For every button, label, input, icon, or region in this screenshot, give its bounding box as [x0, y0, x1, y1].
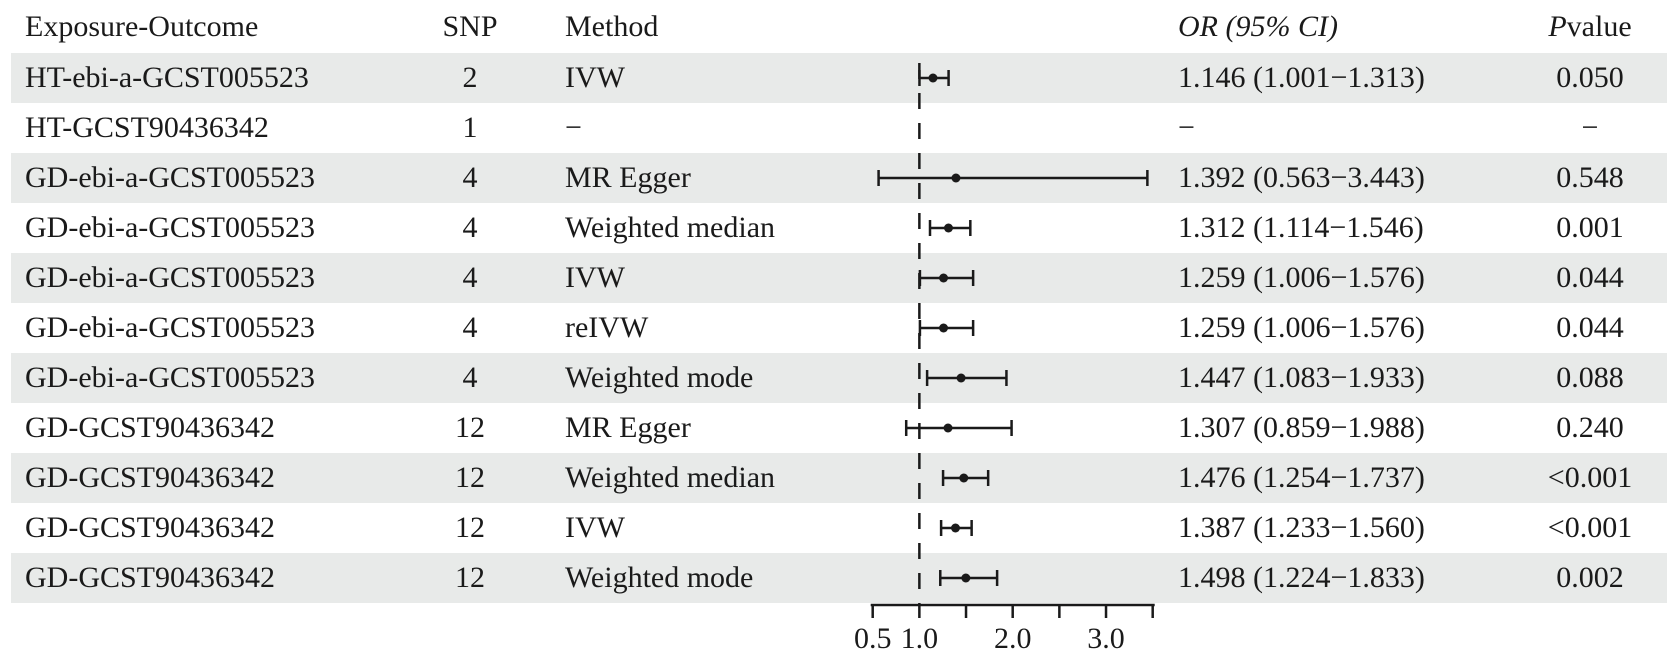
- axis-tick-label: 0.5: [854, 622, 892, 655]
- exposure-outcome-cell: HT-GCST90436342: [25, 111, 269, 144]
- table-header-row: Exposure-Outcome SNP Method OR (95% CI) …: [11, 0, 1667, 53]
- header-exposure-outcome: Exposure-Outcome: [25, 9, 259, 43]
- p-value-cell: 0.044: [1556, 311, 1624, 344]
- table-row: GD-ebi-a-GCST005523 4 Weighted median 1.…: [11, 203, 1667, 253]
- exposure-outcome-cell: GD-GCST90436342: [25, 561, 276, 594]
- header-or-ci: OR (95% CI): [1178, 9, 1338, 43]
- p-value-cell: <0.001: [1547, 461, 1633, 494]
- snp-count-cell: 12: [455, 411, 485, 444]
- method-cell: IVW: [565, 261, 625, 294]
- exposure-outcome-cell: GD-ebi-a-GCST005523: [25, 311, 315, 344]
- snp-count-cell: 4: [462, 361, 478, 394]
- header-snp: SNP: [442, 9, 498, 43]
- header-p-value-word: value: [1566, 9, 1632, 43]
- exposure-outcome-cell: GD-ebi-a-GCST005523: [25, 211, 315, 244]
- header-p-italic: P: [1548, 9, 1567, 43]
- method-cell: Weighted mode: [565, 361, 754, 394]
- exposure-outcome-cell: GD-ebi-a-GCST005523: [25, 261, 315, 294]
- p-value-cell: 0.050: [1556, 61, 1624, 94]
- or-ci-cell: 1.392 (0.563−3.443): [1178, 161, 1425, 194]
- snp-count-cell: 12: [455, 461, 485, 494]
- table-row: GD-ebi-a-GCST005523 4 Weighted mode 1.44…: [11, 353, 1667, 403]
- method-cell: IVW: [565, 511, 625, 544]
- p-value-cell: 0.044: [1556, 261, 1624, 294]
- method-cell: IVW: [565, 61, 625, 94]
- p-value-cell: 0.002: [1556, 561, 1624, 594]
- exposure-outcome-cell: GD-ebi-a-GCST005523: [25, 361, 315, 394]
- snp-count-cell: 12: [455, 561, 485, 594]
- table-row: GD-ebi-a-GCST005523 4 reIVW 1.259 (1.006…: [11, 303, 1667, 353]
- method-cell: reIVW: [565, 311, 649, 344]
- or-ci-cell: 1.307 (0.859−1.988): [1178, 411, 1425, 444]
- snp-count-cell: 12: [455, 511, 485, 544]
- exposure-outcome-cell: GD-GCST90436342: [25, 511, 276, 544]
- p-value-cell: 0.088: [1556, 361, 1624, 394]
- exposure-outcome-cell: GD-ebi-a-GCST005523: [25, 161, 315, 194]
- method-cell: −: [565, 111, 582, 144]
- exposure-outcome-cell: HT-ebi-a-GCST005523: [25, 61, 309, 94]
- or-ci-cell: 1.259 (1.006−1.576): [1178, 261, 1425, 294]
- axis-tick-label: 1.0: [901, 622, 939, 655]
- method-cell: Weighted median: [565, 211, 776, 244]
- header-method: Method: [565, 9, 659, 43]
- method-cell: Weighted mode: [565, 561, 754, 594]
- or-ci-cell: 1.387 (1.233−1.560): [1178, 511, 1425, 544]
- table-row: HT-ebi-a-GCST005523 2 IVW 1.146 (1.001−1…: [11, 53, 1667, 103]
- p-value-cell: 0.240: [1556, 411, 1624, 444]
- or-ci-cell: 1.447 (1.083−1.933): [1178, 361, 1425, 394]
- table-row: HT-GCST90436342 1 − − −: [11, 103, 1667, 153]
- p-value-cell: 0.548: [1556, 161, 1624, 194]
- method-cell: MR Egger: [565, 411, 691, 444]
- or-ci-cell: 1.312 (1.114−1.546): [1178, 211, 1424, 244]
- or-ci-cell: 1.498 (1.224−1.833): [1178, 561, 1425, 594]
- or-ci-cell: 1.476 (1.254−1.737): [1178, 461, 1425, 494]
- snp-count-cell: 4: [462, 161, 478, 194]
- axis-tick-label: 2.0: [994, 622, 1032, 655]
- exposure-outcome-cell: GD-GCST90436342: [25, 411, 276, 444]
- table-row: GD-GCST90436342 12 IVW 1.387 (1.233−1.56…: [11, 503, 1667, 553]
- p-value-cell: 0.001: [1556, 211, 1624, 244]
- snp-count-cell: 4: [462, 211, 478, 244]
- table-row: GD-GCST90436342 12 MR Egger 1.307 (0.859…: [11, 403, 1667, 453]
- table-row: GD-ebi-a-GCST005523 4 IVW 1.259 (1.006−1…: [11, 253, 1667, 303]
- or-ci-cell: 1.259 (1.006−1.576): [1178, 311, 1425, 344]
- snp-count-cell: 4: [462, 311, 478, 344]
- snp-count-cell: 4: [462, 261, 478, 294]
- table-row: GD-GCST90436342 12 Weighted median 1.476…: [11, 453, 1667, 503]
- snp-count-cell: 1: [462, 111, 478, 144]
- snp-count-cell: 2: [462, 61, 478, 94]
- method-cell: MR Egger: [565, 161, 691, 194]
- p-value-cell: <0.001: [1547, 511, 1633, 544]
- or-ci-cell: 1.146 (1.001−1.313): [1178, 61, 1425, 94]
- exposure-outcome-cell: GD-GCST90436342: [25, 461, 276, 494]
- or-ci-cell: −: [1178, 111, 1195, 144]
- table-row: GD-GCST90436342 12 Weighted mode 1.498 (…: [11, 553, 1667, 603]
- header-p-value: P value: [1520, 0, 1660, 53]
- axis-tick-label: 3.0: [1087, 622, 1125, 655]
- method-cell: Weighted median: [565, 461, 776, 494]
- p-value-cell: −: [1581, 111, 1599, 144]
- table-row: GD-ebi-a-GCST005523 4 MR Egger 1.392 (0.…: [11, 153, 1667, 203]
